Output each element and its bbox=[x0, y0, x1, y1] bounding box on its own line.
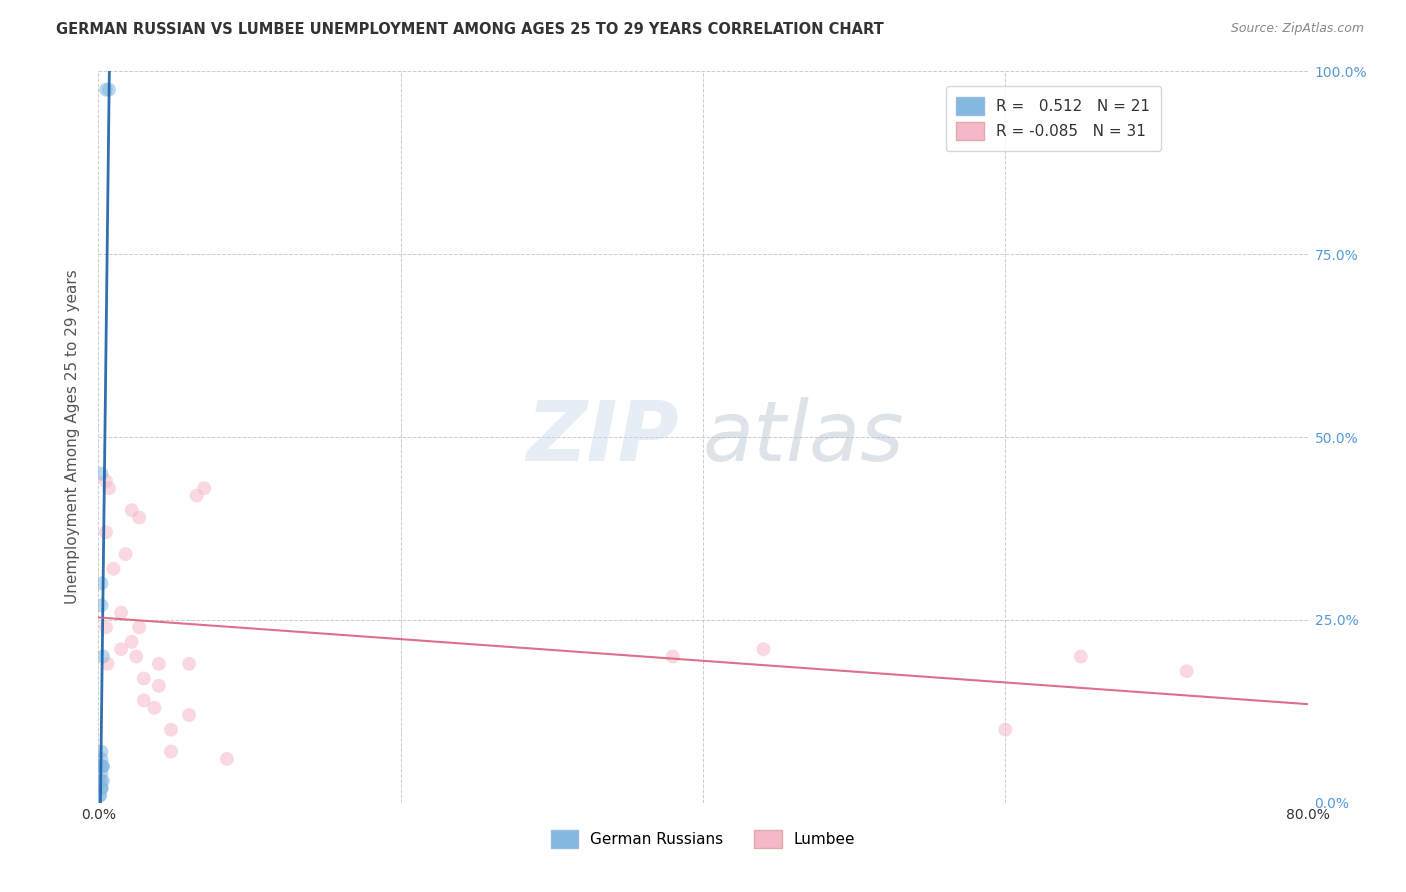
Point bbox=[179, 657, 201, 671]
Point bbox=[94, 474, 117, 488]
Point bbox=[110, 606, 132, 620]
Point bbox=[94, 83, 117, 97]
Point bbox=[94, 525, 117, 540]
Point bbox=[148, 679, 170, 693]
Point bbox=[143, 700, 166, 714]
Point bbox=[89, 789, 111, 803]
Point bbox=[114, 547, 136, 561]
Text: GERMAN RUSSIAN VS LUMBEE UNEMPLOYMENT AMONG AGES 25 TO 29 YEARS CORRELATION CHAR: GERMAN RUSSIAN VS LUMBEE UNEMPLOYMENT AM… bbox=[56, 22, 884, 37]
Point bbox=[89, 773, 111, 788]
Point bbox=[98, 481, 121, 495]
Point bbox=[1175, 664, 1198, 678]
Point bbox=[103, 562, 125, 576]
Point bbox=[128, 620, 150, 634]
Point bbox=[215, 752, 238, 766]
Point bbox=[90, 752, 112, 766]
Point bbox=[121, 635, 143, 649]
Point bbox=[89, 789, 111, 803]
Point bbox=[98, 83, 121, 97]
Point bbox=[186, 489, 208, 503]
Text: ZIP: ZIP bbox=[526, 397, 679, 477]
Point bbox=[661, 649, 683, 664]
Point bbox=[90, 745, 112, 759]
Text: Source: ZipAtlas.com: Source: ZipAtlas.com bbox=[1230, 22, 1364, 36]
Point bbox=[90, 759, 112, 773]
Point bbox=[128, 510, 150, 524]
Point bbox=[90, 766, 112, 780]
Legend: German Russians, Lumbee: German Russians, Lumbee bbox=[544, 824, 862, 854]
Point bbox=[160, 723, 183, 737]
Point bbox=[90, 781, 112, 796]
Point bbox=[89, 759, 111, 773]
Point bbox=[994, 723, 1017, 737]
Point bbox=[110, 642, 132, 657]
Point bbox=[132, 693, 155, 707]
Point bbox=[1070, 649, 1092, 664]
Point bbox=[91, 759, 114, 773]
Text: atlas: atlas bbox=[703, 397, 904, 477]
Point bbox=[193, 481, 215, 495]
Y-axis label: Unemployment Among Ages 25 to 29 years: Unemployment Among Ages 25 to 29 years bbox=[65, 269, 80, 605]
Point bbox=[90, 576, 112, 591]
Point bbox=[91, 773, 114, 788]
Point bbox=[90, 781, 112, 796]
Point bbox=[91, 759, 114, 773]
Point bbox=[90, 781, 112, 796]
Point bbox=[160, 745, 183, 759]
Point bbox=[179, 708, 201, 723]
Point bbox=[90, 467, 112, 481]
Point bbox=[125, 649, 148, 664]
Point bbox=[132, 672, 155, 686]
Point bbox=[752, 642, 775, 657]
Point bbox=[90, 599, 112, 613]
Point bbox=[148, 657, 170, 671]
Point bbox=[90, 773, 112, 788]
Point bbox=[121, 503, 143, 517]
Point bbox=[96, 657, 118, 671]
Point bbox=[91, 649, 114, 664]
Point bbox=[94, 620, 117, 634]
